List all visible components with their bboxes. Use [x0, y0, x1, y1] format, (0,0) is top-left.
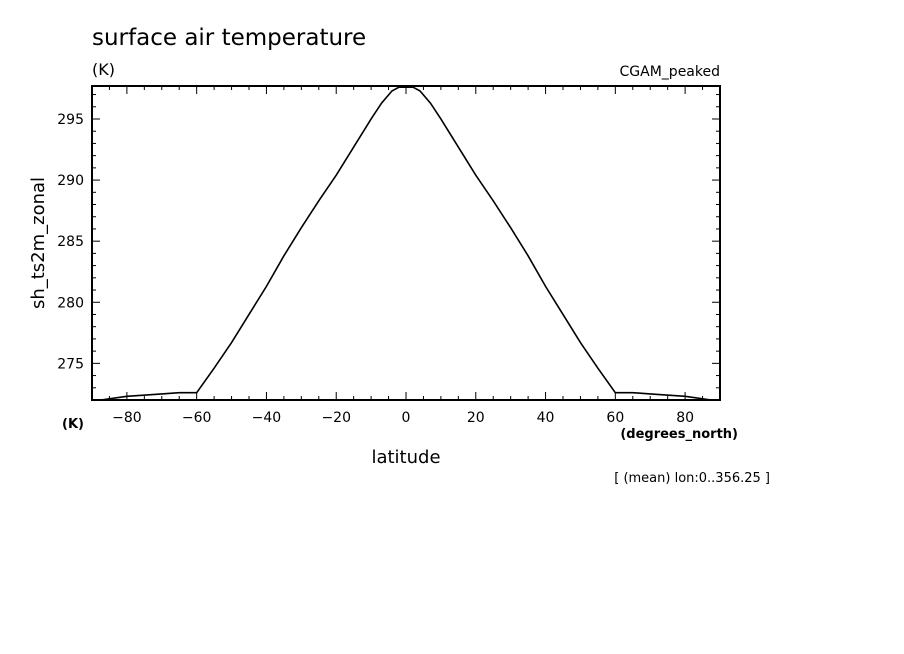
- y-tick-label: 275: [57, 356, 84, 372]
- series-line: [100, 86, 712, 401]
- y-axis-units: (K): [62, 417, 84, 432]
- x-tick-label: 0: [402, 410, 411, 426]
- y-tick-label: 290: [57, 173, 84, 189]
- dataset-label: CGAM_peaked: [620, 64, 720, 80]
- y-tick-label: 280: [57, 295, 84, 311]
- x-tick-label: 80: [676, 410, 694, 426]
- averaging-note: [ (mean) lon:0..356.25 ]: [614, 471, 770, 486]
- x-tick-label: −20: [321, 410, 351, 426]
- chart-units: (K): [92, 60, 115, 79]
- y-axis-label: sh_ts2m_zonal: [28, 177, 49, 309]
- x-tick-label: −60: [182, 410, 212, 426]
- x-tick-label: −80: [112, 410, 142, 426]
- plot-frame: [91, 85, 721, 401]
- x-axis-label: latitude: [371, 447, 440, 468]
- x-axis-ticks: −80 −60 −40 −20 0 20 40 60 80: [91, 86, 721, 426]
- y-tick-label: 285: [57, 234, 84, 250]
- chart-title: surface air temperature: [92, 25, 366, 51]
- x-tick-label: 60: [606, 410, 624, 426]
- x-axis-units: (degrees_north): [620, 427, 738, 442]
- x-tick-label: −40: [252, 410, 282, 426]
- x-tick-label: 40: [537, 410, 555, 426]
- x-tick-label: 20: [467, 410, 485, 426]
- y-tick-label: 295: [57, 112, 84, 128]
- y-axis-ticks: 275 280 285 290 295: [57, 94, 720, 401]
